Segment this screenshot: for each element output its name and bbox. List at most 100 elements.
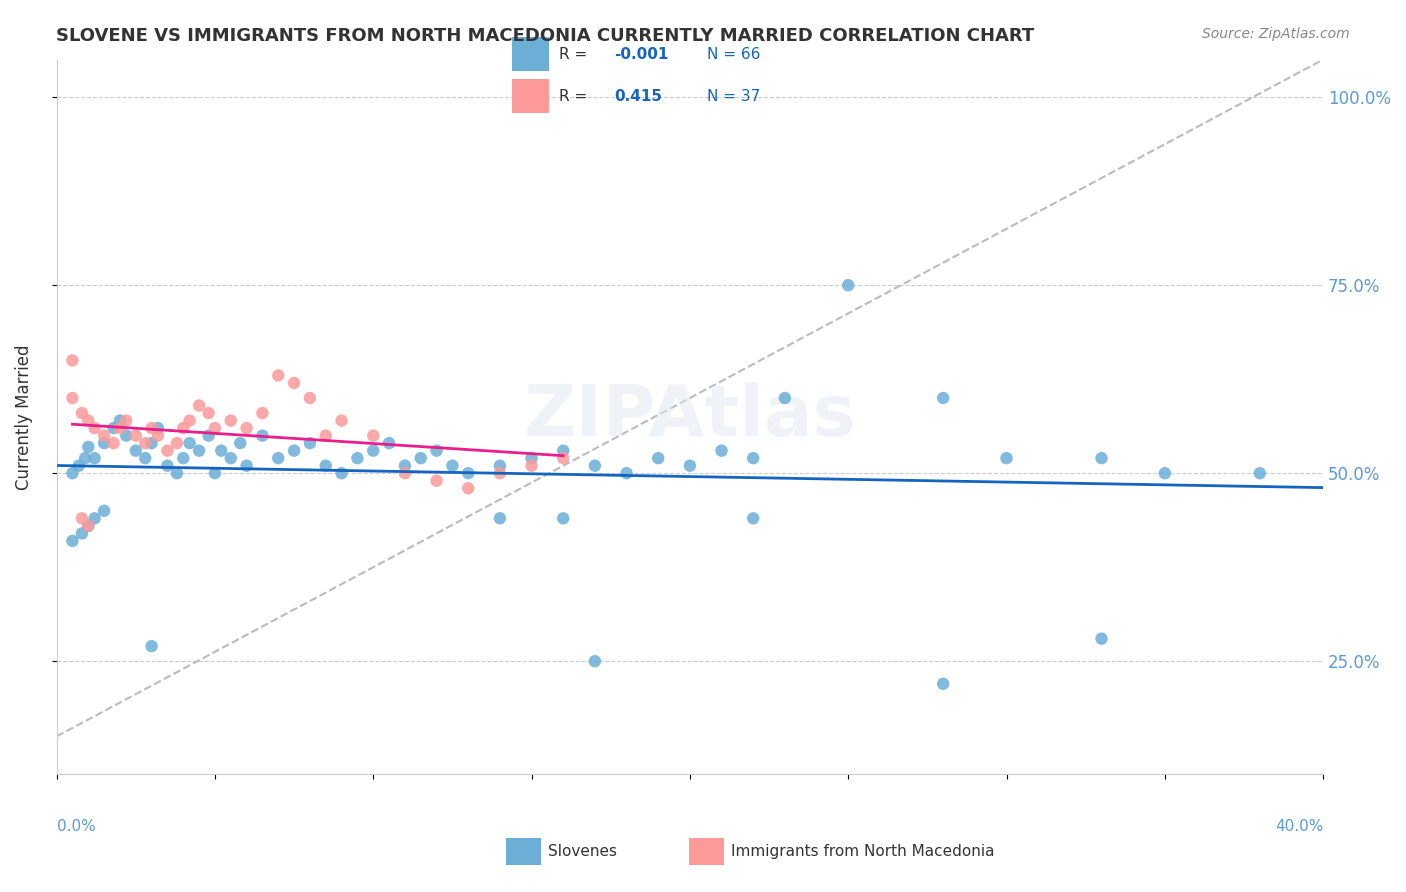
Point [166, 467, 188, 481]
Point [553, 451, 575, 466]
Point [188, 443, 211, 458]
Point [457, 481, 479, 495]
Point [83, 511, 105, 525]
Point [77, 440, 100, 454]
Point [489, 467, 512, 481]
Point [553, 511, 575, 525]
Point [204, 421, 226, 435]
Point [441, 458, 464, 473]
Point [647, 451, 669, 466]
Point [361, 428, 384, 442]
Point [141, 421, 163, 435]
Point [710, 443, 733, 458]
Point [346, 451, 368, 466]
Point [426, 443, 449, 458]
Point [553, 443, 575, 458]
Text: R =: R = [558, 47, 586, 62]
Point [108, 413, 131, 427]
Point [520, 451, 543, 466]
Point [394, 467, 416, 481]
Point [83, 421, 105, 435]
Point [742, 451, 765, 466]
Point [103, 436, 125, 450]
Text: R =: R = [558, 89, 586, 103]
Point [583, 654, 606, 668]
Point [520, 458, 543, 473]
Point [378, 436, 401, 450]
Point [489, 511, 512, 525]
Point [457, 467, 479, 481]
Point [93, 504, 115, 518]
Point [995, 451, 1018, 466]
Point [932, 677, 955, 691]
Text: 0.0%: 0.0% [56, 819, 96, 834]
Point [283, 376, 305, 390]
Point [125, 428, 148, 442]
Point [235, 458, 257, 473]
Point [146, 421, 169, 435]
Point [742, 511, 765, 525]
Point [409, 451, 432, 466]
Text: 40.0%: 40.0% [1275, 819, 1323, 834]
Point [298, 391, 321, 405]
Point [70, 511, 93, 525]
FancyBboxPatch shape [512, 37, 550, 71]
Point [141, 639, 163, 653]
Point [77, 519, 100, 533]
Point [209, 443, 232, 458]
Point [1153, 467, 1175, 481]
Point [489, 458, 512, 473]
Point [166, 436, 188, 450]
Point [188, 399, 211, 413]
Point [235, 421, 257, 435]
Point [156, 443, 179, 458]
Point [583, 458, 606, 473]
Point [62, 353, 84, 368]
Point [93, 428, 115, 442]
Point [298, 436, 321, 450]
Point [103, 421, 125, 435]
Point [62, 533, 84, 548]
Point [172, 451, 194, 466]
Point [75, 451, 97, 466]
Point [1090, 451, 1112, 466]
Point [77, 413, 100, 427]
Point [315, 428, 337, 442]
Point [62, 467, 84, 481]
Text: Immigrants from North Macedonia: Immigrants from North Macedonia [731, 845, 994, 859]
Point [115, 413, 138, 427]
Y-axis label: Currently Married: Currently Married [15, 344, 32, 490]
Point [932, 391, 955, 405]
Point [330, 413, 353, 427]
Point [204, 467, 226, 481]
Point [197, 428, 219, 442]
Point [394, 458, 416, 473]
Point [70, 526, 93, 541]
Point [252, 406, 274, 420]
Point [219, 413, 242, 427]
Point [252, 428, 274, 442]
Point [172, 421, 194, 435]
FancyBboxPatch shape [512, 79, 550, 113]
Point [267, 451, 290, 466]
Point [229, 436, 252, 450]
Point [125, 443, 148, 458]
Point [679, 458, 702, 473]
Text: 0.415: 0.415 [614, 89, 662, 103]
Point [219, 451, 242, 466]
Text: -0.001: -0.001 [614, 47, 669, 62]
Point [837, 278, 859, 293]
Point [426, 474, 449, 488]
Point [283, 443, 305, 458]
FancyBboxPatch shape [506, 838, 541, 865]
Text: Slovenes: Slovenes [548, 845, 617, 859]
Point [361, 443, 384, 458]
Point [1249, 467, 1271, 481]
Point [330, 467, 353, 481]
Point [141, 436, 163, 450]
Text: Source: ZipAtlas.com: Source: ZipAtlas.com [1202, 27, 1350, 41]
Text: N = 66: N = 66 [707, 47, 761, 62]
Point [156, 458, 179, 473]
Text: N = 37: N = 37 [707, 89, 761, 103]
Point [179, 436, 201, 450]
